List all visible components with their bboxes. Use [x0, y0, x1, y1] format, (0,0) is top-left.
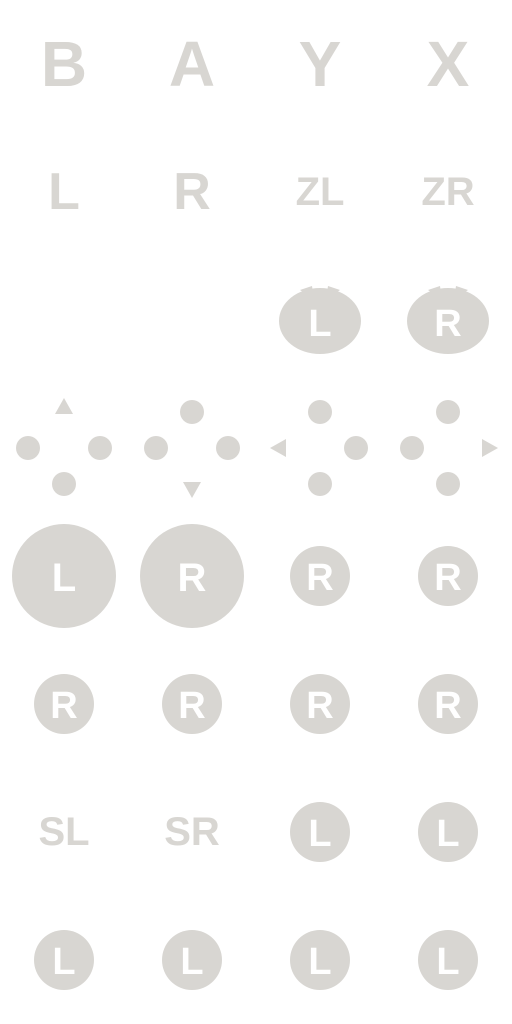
- button-a-glyph: A: [128, 0, 256, 128]
- left-stick-icon: L: [256, 768, 384, 896]
- bumper-l-label: L: [48, 163, 80, 221]
- right-stick-icon: R: [384, 640, 512, 768]
- button-a-label: A: [168, 28, 216, 100]
- bumper-l-glyph: L: [0, 128, 128, 256]
- dpad-down-icon: [128, 384, 256, 512]
- left-stick-large-letter: L: [52, 556, 76, 600]
- left-stick-letter: L: [436, 813, 459, 855]
- right-stick-large-icon: R: [128, 512, 256, 640]
- right-stick-letter: R: [434, 685, 461, 727]
- zl-trigger-icon: L: [256, 256, 384, 384]
- right-stick-icon: R: [256, 640, 384, 768]
- sr-label: SR: [128, 768, 256, 896]
- button-b-label: B: [40, 28, 88, 100]
- bumper-r-label: R: [173, 163, 211, 221]
- button-b-glyph: B: [0, 0, 128, 128]
- left-stick-icon: L: [128, 896, 256, 1024]
- dpad-up-icon: [0, 384, 128, 512]
- dpad-left-icon: [256, 384, 384, 512]
- left-stick-letter: L: [436, 941, 459, 983]
- sl-label: SL: [0, 768, 128, 896]
- trigger-zl-glyph: ZL: [256, 128, 384, 256]
- right-stick-letter: R: [178, 685, 205, 727]
- left-stick-icon: L: [384, 896, 512, 1024]
- bumper-r-glyph: R: [128, 128, 256, 256]
- button-x-glyph: X: [384, 0, 512, 128]
- left-stick-large-icon: L: [0, 512, 128, 640]
- right-stick-icon: R: [0, 640, 128, 768]
- trigger-zr-glyph: ZR: [384, 128, 512, 256]
- zr-trigger-letter: R: [434, 303, 461, 345]
- right-stick-letter: R: [50, 685, 77, 727]
- left-stick-letter: L: [308, 941, 331, 983]
- left-stick-icon: L: [256, 896, 384, 1024]
- button-y-glyph: Y: [256, 0, 384, 128]
- dpad-right-icon: [384, 384, 512, 512]
- right-stick-icon: R: [128, 640, 256, 768]
- right-stick-letter: R: [306, 685, 333, 727]
- sl-text: SL: [38, 810, 90, 854]
- zl-trigger-letter: L: [308, 303, 331, 345]
- zr-trigger-icon: R: [384, 256, 512, 384]
- right-stick-icon: R: [256, 512, 384, 640]
- sr-text: SR: [164, 810, 220, 854]
- left-stick-icon: L: [0, 896, 128, 1024]
- left-stick-letter: L: [52, 941, 75, 983]
- left-stick-icon: L: [384, 768, 512, 896]
- right-stick-letter: R: [434, 557, 461, 599]
- left-stick-letter: L: [180, 941, 203, 983]
- left-stick-letter: L: [308, 813, 331, 855]
- right-stick-letter: R: [306, 557, 333, 599]
- trigger-zr-label: ZR: [421, 170, 475, 214]
- button-y-label: Y: [298, 28, 342, 100]
- right-stick-large-letter: R: [178, 556, 207, 600]
- button-x-label: X: [426, 28, 470, 100]
- trigger-zl-label: ZL: [295, 170, 345, 214]
- right-stick-icon: R: [384, 512, 512, 640]
